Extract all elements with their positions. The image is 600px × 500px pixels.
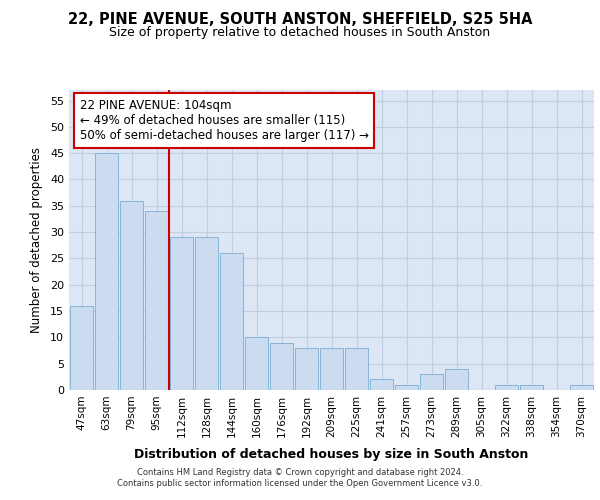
Text: Contains HM Land Registry data © Crown copyright and database right 2024.
Contai: Contains HM Land Registry data © Crown c… [118,468,482,487]
Bar [194,238,218,390]
Text: Size of property relative to detached houses in South Anston: Size of property relative to detached ho… [109,26,491,39]
Bar [269,342,293,390]
Bar [145,211,169,390]
Bar [70,306,94,390]
Text: 22 PINE AVENUE: 104sqm
← 49% of detached houses are smaller (115)
50% of semi-de: 22 PINE AVENUE: 104sqm ← 49% of detached… [79,99,368,142]
Bar [395,384,418,390]
Bar [494,384,518,390]
Bar [95,153,118,390]
Bar [445,369,469,390]
Bar [520,384,544,390]
Bar [344,348,368,390]
Bar [119,200,143,390]
Bar [320,348,343,390]
Bar [170,238,193,390]
Bar [220,253,244,390]
Text: 22, PINE AVENUE, SOUTH ANSTON, SHEFFIELD, S25 5HA: 22, PINE AVENUE, SOUTH ANSTON, SHEFFIELD… [68,12,532,28]
Bar [295,348,319,390]
Y-axis label: Number of detached properties: Number of detached properties [30,147,43,333]
Bar [370,380,394,390]
Bar [245,338,268,390]
Bar [569,384,593,390]
Bar [419,374,443,390]
X-axis label: Distribution of detached houses by size in South Anston: Distribution of detached houses by size … [134,448,529,461]
